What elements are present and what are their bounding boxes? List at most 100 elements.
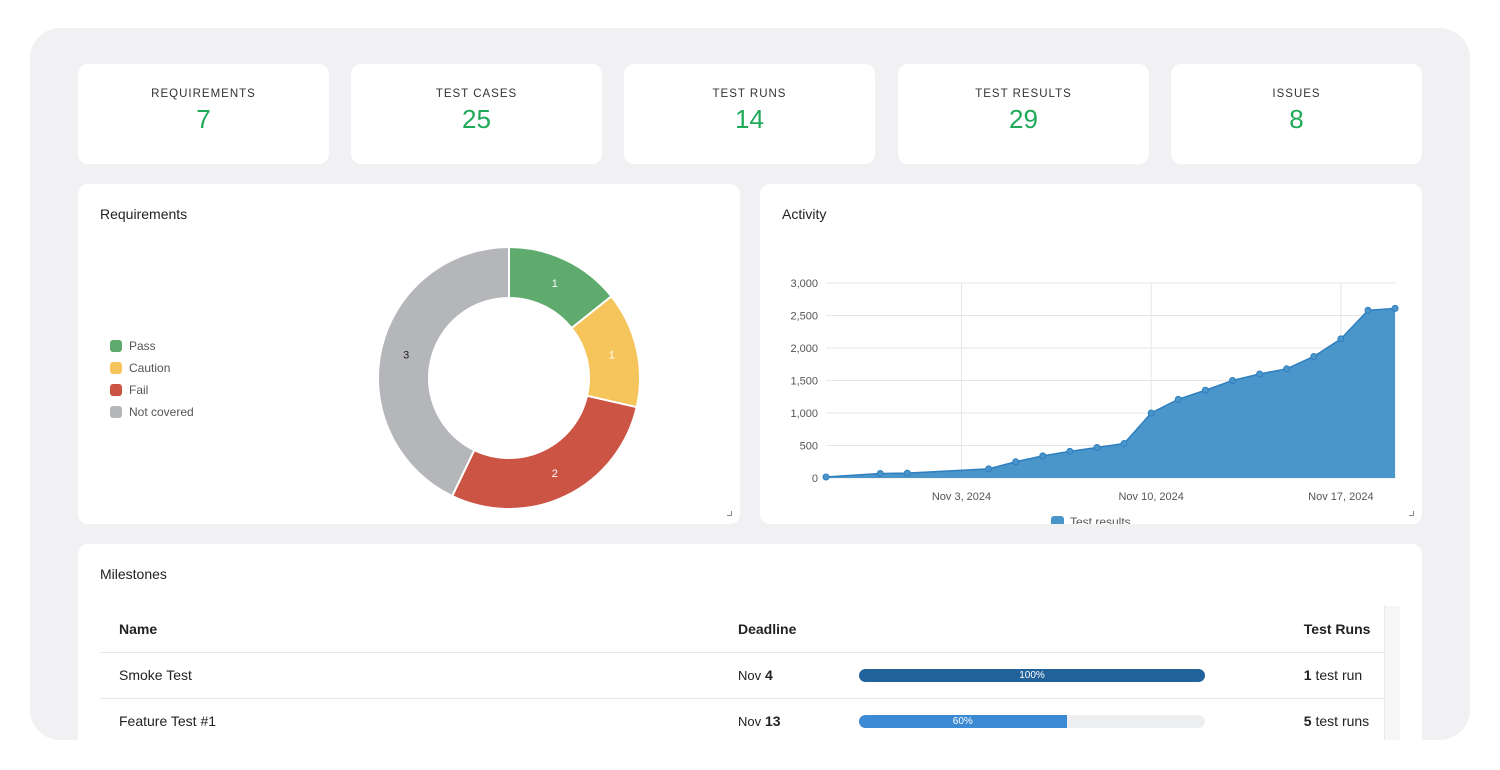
stat-label: ISSUES xyxy=(1272,88,1321,100)
col-deadline[interactable]: Deadline xyxy=(719,606,1285,653)
stat-label: REQUIREMENTS xyxy=(151,88,256,100)
col-test-runs[interactable]: Test Runs xyxy=(1284,606,1384,653)
milestone-test-runs[interactable]: 5 test runs xyxy=(1284,698,1384,740)
milestones-table: Name Deadline Test Runs Smoke Test Nov 4… xyxy=(100,606,1384,740)
col-name[interactable]: Name xyxy=(100,606,719,653)
data-point xyxy=(1229,377,1236,384)
legend-label: Fail xyxy=(129,383,149,397)
donut-label: 1 xyxy=(552,278,558,290)
dashboard: REQUIREMENTS 7 TEST CASES 25 TEST RUNS 14 TEST… xyxy=(30,28,1470,740)
legend-swatch xyxy=(110,384,122,396)
legend-item[interactable]: Fail xyxy=(110,383,148,397)
stat-card[interactable]: REQUIREMENTS 7 xyxy=(78,64,329,164)
progress-bar: 100% xyxy=(859,668,1205,682)
milestone-name[interactable]: Feature Test #1 xyxy=(100,698,719,740)
x-tick-label: Nov 3, 2024 xyxy=(932,491,991,503)
y-tick-label: 2,000 xyxy=(790,343,818,355)
stat-card[interactable]: TEST CASES 25 xyxy=(351,64,602,164)
donut-label: 2 xyxy=(552,468,558,480)
runs-label: test run xyxy=(1315,667,1363,683)
milestone-progress: 60% xyxy=(840,698,1285,740)
donut-label: 3 xyxy=(403,350,409,362)
runs-count: 5 xyxy=(1303,713,1312,729)
legend-swatch xyxy=(1051,516,1064,524)
table-row[interactable]: Smoke Test Nov 4 100% 1 test run xyxy=(100,652,1384,699)
stat-value: 25 xyxy=(462,104,491,134)
legend-swatch xyxy=(110,406,122,418)
donut-label: 1 xyxy=(609,350,615,362)
stat-card[interactable]: ISSUES 8 xyxy=(1171,64,1422,164)
data-point xyxy=(1147,409,1155,417)
data-point xyxy=(1364,306,1372,314)
donut-slice-not-covered[interactable] xyxy=(377,245,510,498)
activity-card: Activity 0 500 1,000 1,500 2,000 2,500 3,000 No… xyxy=(760,184,1422,524)
milestone-name[interactable]: Smoke Test xyxy=(100,652,719,699)
stat-label: TEST CASES xyxy=(435,88,518,100)
deadline-day: 4 xyxy=(765,667,773,683)
runs-label: test runs xyxy=(1315,713,1370,729)
runs-count: 1 xyxy=(1303,667,1312,683)
data-point xyxy=(1012,458,1020,466)
activity-chart: 0 500 1,000 1,500 2,000 2,500 3,000 Nov 3, 2024… xyxy=(790,278,1399,524)
data-point xyxy=(1039,452,1047,460)
y-tick-label: 500 xyxy=(800,441,818,453)
progress-fill: 60% xyxy=(859,714,1067,728)
stat-value: 29 xyxy=(1009,104,1038,134)
stat-card[interactable]: TEST RUNS 14 xyxy=(624,64,875,164)
data-point xyxy=(1283,365,1291,373)
resize-handle[interactable] xyxy=(727,511,732,516)
data-point xyxy=(1201,386,1209,394)
data-point xyxy=(985,465,993,473)
deadline-month: Nov xyxy=(738,668,762,683)
x-tick-label: Nov 17, 2024 xyxy=(1308,491,1373,503)
milestone-deadline: Nov 4 xyxy=(719,652,840,699)
scrollbar[interactable] xyxy=(1384,606,1400,740)
y-tick-label: 1,000 xyxy=(790,408,818,420)
legend-swatch xyxy=(110,362,122,374)
milestones-card: Milestones Name Deadline Test Runs Smoke… xyxy=(78,544,1422,740)
data-point xyxy=(1066,447,1074,455)
area-fill xyxy=(826,308,1396,478)
table-row[interactable]: Feature Test #1 Nov 13 60% 5 test runs xyxy=(100,698,1384,740)
y-tick-label: 3,000 xyxy=(790,278,818,290)
requirements-card: Requirements Pass Caution Fail Not covered … xyxy=(78,184,740,524)
milestones-title: Milestones xyxy=(100,566,167,582)
stat-value: 8 xyxy=(1289,104,1304,134)
legend-item[interactable]: Pass xyxy=(110,339,156,353)
legend-label: Not covered xyxy=(129,405,194,419)
y-tick-label: 2,500 xyxy=(790,311,818,323)
data-point xyxy=(1256,370,1264,378)
stat-card[interactable]: TEST RESULTS 29 xyxy=(898,64,1149,164)
legend-item[interactable]: Caution xyxy=(110,361,170,375)
stat-value: 7 xyxy=(196,104,211,134)
data-point xyxy=(1337,335,1345,343)
data-point xyxy=(903,469,911,477)
activity-title: Activity xyxy=(782,206,827,222)
data-point xyxy=(1093,443,1101,451)
milestone-test-runs[interactable]: 1 test run xyxy=(1284,652,1384,699)
data-point xyxy=(1391,304,1399,312)
donut-slice-fail[interactable] xyxy=(450,394,638,510)
legend-label: Caution xyxy=(129,361,171,375)
legend-swatch xyxy=(110,340,122,352)
data-point xyxy=(1120,440,1128,448)
legend-item[interactable]: Not covered xyxy=(110,405,194,419)
data-point xyxy=(876,469,884,477)
x-tick-label: Nov 10, 2024 xyxy=(1118,491,1183,503)
deadline-month: Nov xyxy=(738,714,762,729)
requirements-title: Requirements xyxy=(100,206,188,222)
stat-label: TEST RUNS xyxy=(712,88,787,100)
data-point xyxy=(1174,395,1182,403)
stat-label: TEST RESULTS xyxy=(975,88,1072,100)
progress-bar: 60% xyxy=(859,714,1205,728)
y-tick-label: 0 xyxy=(812,473,818,485)
milestone-deadline: Nov 13 xyxy=(719,698,840,740)
deadline-day: 13 xyxy=(765,713,781,729)
resize-handle[interactable] xyxy=(1409,511,1414,516)
data-point xyxy=(822,473,830,481)
milestone-progress: 100% xyxy=(840,652,1285,699)
stat-value: 14 xyxy=(735,104,764,134)
legend-label: Test results xyxy=(1070,515,1131,524)
y-tick-label: 1,500 xyxy=(790,376,818,388)
legend-label: Pass xyxy=(129,339,156,353)
